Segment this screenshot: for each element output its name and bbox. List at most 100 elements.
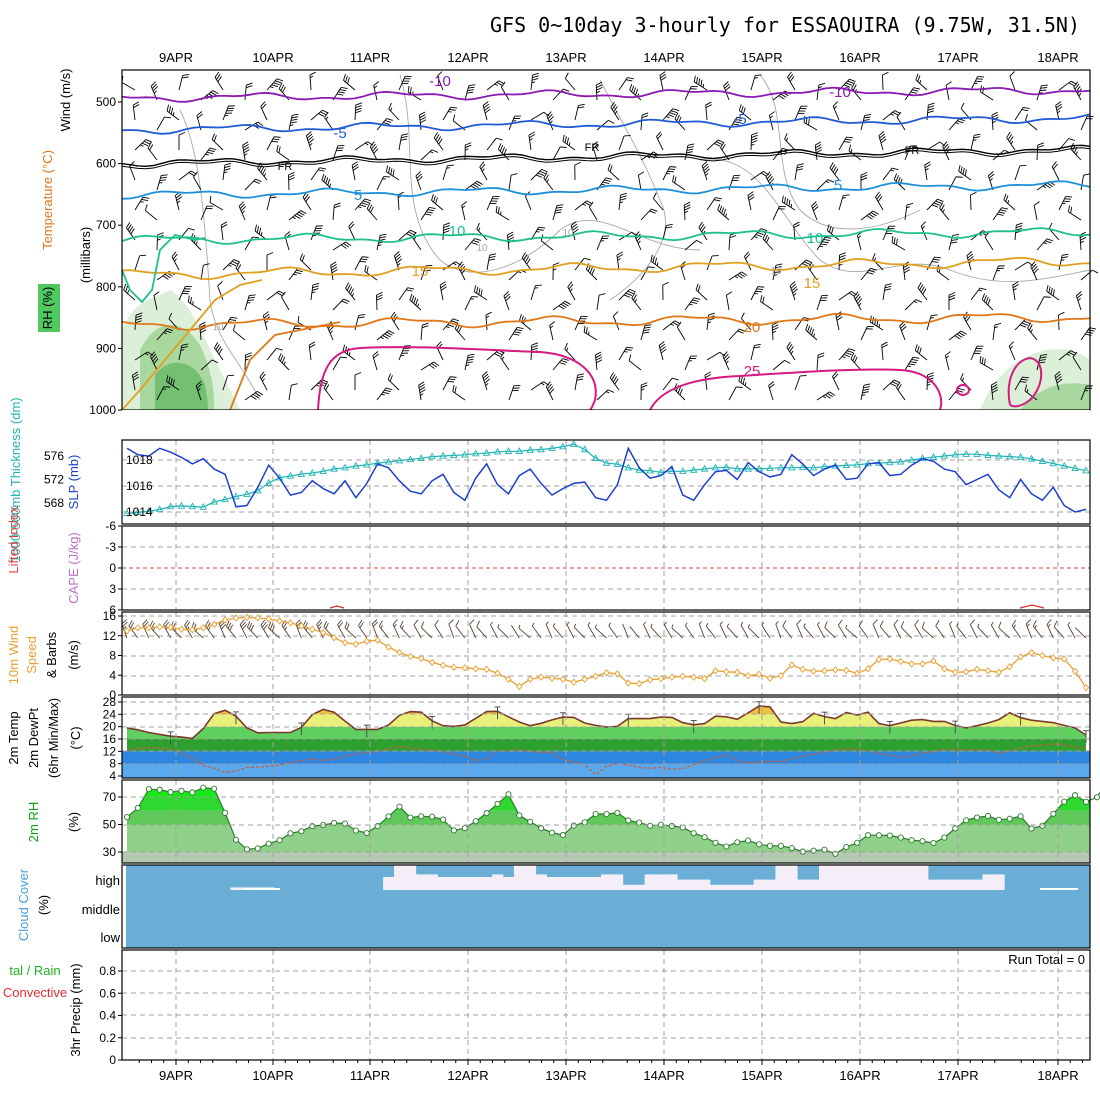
upper-barb-104-flag-0	[345, 241, 352, 247]
wind10-barb-43-staff	[587, 624, 596, 639]
upper-barb-284-half	[688, 360, 693, 362]
upper-barb-234-flag-2	[602, 181, 610, 185]
wind10-barb-70-flag-0	[879, 620, 884, 627]
upper-barb-34-flag-0	[196, 111, 203, 116]
upper-barb-396-flag-0	[915, 73, 919, 81]
wind10-speed-point-5	[178, 625, 185, 634]
upper-barb-170	[464, 238, 481, 251]
upper-barb-146-flag-0	[415, 171, 421, 177]
wind10-speed-point-81	[1006, 663, 1013, 671]
upper-barb-57-flag-2	[243, 146, 250, 151]
upper-barb-416-half	[945, 355, 950, 359]
upper-barb-270-flag-1	[652, 256, 655, 263]
upper-barb-244-staff	[618, 135, 625, 151]
upper-barb-322-flag-2	[768, 176, 773, 182]
upper-barb-3-staff	[129, 165, 136, 181]
upper-barb-10-flag-1	[132, 373, 139, 379]
wind10-barb-50-half	[664, 621, 667, 626]
thickness-point-7	[199, 502, 208, 510]
upper-barb-268-staff	[653, 198, 664, 211]
upper-barb-201-flag-0	[541, 168, 548, 173]
upper-barb-200-flag-0	[528, 131, 535, 136]
upper-barb-51-staff	[217, 285, 224, 301]
rh2m-point-64	[821, 846, 828, 853]
upper-barb-59-flag-1	[239, 203, 246, 209]
upper-barb-231-flag-0	[596, 81, 603, 86]
upper-barb-190	[508, 173, 518, 191]
upper-barb-324-flag-1	[764, 234, 768, 241]
thickness-point-29	[439, 451, 447, 459]
upper-barb-173-flag-0	[454, 322, 459, 329]
upper-barb-23-flag-1	[168, 106, 172, 113]
upper-barb-235	[588, 201, 598, 221]
upper-barb-5-flag-0	[126, 221, 131, 228]
upper-barb-253-flag-2	[633, 87, 637, 94]
wind10-speed-point-22	[363, 637, 370, 645]
upper-barb-470-staff	[1058, 314, 1060, 331]
upper-barb-309-flag-1	[740, 105, 744, 113]
wind10-barb-45-staff	[608, 625, 618, 639]
upper-barb-183-flag-0	[473, 285, 477, 292]
rh2m-point-60	[777, 842, 784, 849]
upper-barb-427-flag-1	[975, 348, 983, 350]
upper-barb-120-flag-0	[354, 372, 362, 376]
upper-barb-238-staff	[596, 295, 600, 311]
upper-barb-366	[860, 172, 868, 190]
upper-barb-425-half	[978, 289, 982, 292]
rh2m-point-35	[505, 791, 512, 798]
upper-barb-70-flag-1	[269, 196, 277, 199]
upper-barb-99-flag-0	[341, 86, 348, 90]
upper-barb-453-flag-0	[1037, 142, 1045, 146]
upper-barb-313-flag-3	[755, 234, 763, 238]
upper-barb-14-half	[158, 182, 163, 184]
upper-barb-382-half	[878, 324, 881, 328]
upper-barb-259-staff	[640, 266, 649, 281]
wind10-barb-77	[956, 623, 967, 639]
upper-barb-249-flag-2	[625, 292, 633, 296]
date-top-0: 9APR	[159, 50, 193, 65]
thickness-point-52	[689, 465, 698, 473]
upper-barb-418	[970, 76, 985, 91]
upper-barb-351-flag-2	[824, 394, 831, 399]
upper-barb-373-flag-2	[862, 388, 870, 391]
upper-barb-162-flag-0	[452, 318, 460, 322]
upper-barb-435-flag-0	[998, 265, 1005, 267]
upper-barb-442-flag-0	[1006, 131, 1011, 138]
upper-barb-437-flag-0	[994, 322, 1002, 326]
rh2m-point-8	[211, 785, 218, 792]
wind10-barb-36	[510, 625, 520, 639]
upper-barb-4-flag-1	[141, 199, 149, 201]
rh2m-point-21	[352, 827, 359, 834]
wind10-barb-77-staff	[956, 626, 967, 639]
upper-barb-134-flag-0	[401, 133, 409, 136]
upper-barb-472-flag-1	[1055, 373, 1061, 379]
upper-ytick-0: 500	[96, 95, 116, 109]
upper-barb-312-flag-1	[748, 193, 755, 199]
upper-barb-19-flag-1	[164, 330, 172, 334]
upper-barb-227-half	[569, 288, 573, 292]
upper-barb-13-flag-0	[147, 142, 152, 149]
contour-label-17: 10	[562, 228, 574, 239]
upper-barb-69-flag-1	[258, 164, 263, 171]
upper-barb-372-flag-0	[850, 352, 855, 360]
upper-barb-365	[848, 144, 862, 161]
wind10-barb-13-flag-0	[260, 619, 266, 626]
upper-barb-116-flag-2	[359, 260, 367, 263]
upper-barb-179-half	[481, 168, 485, 172]
cloud-high-bar-51	[677, 879, 689, 890]
upper-barb-148-half	[413, 236, 417, 240]
rh2m-point-20	[341, 820, 349, 827]
upper-barb-229-half	[566, 347, 569, 352]
upper-barb-262	[628, 354, 642, 371]
upper-barb-179-flag-1	[480, 163, 486, 170]
rh2m-point-51	[679, 824, 686, 831]
wind10-speed-point-14	[276, 617, 283, 625]
upper-barb-20-flag-3	[153, 358, 159, 364]
wind10-ylabel-b: Speed	[24, 636, 39, 674]
contour-label-7: 5	[354, 187, 362, 204]
upper-barb-142-flag-1	[389, 375, 393, 382]
upper-barb-451-flag-0	[1041, 84, 1048, 87]
upper-barb-29-flag-1	[184, 288, 191, 290]
upper-barb-260-half	[634, 298, 638, 303]
